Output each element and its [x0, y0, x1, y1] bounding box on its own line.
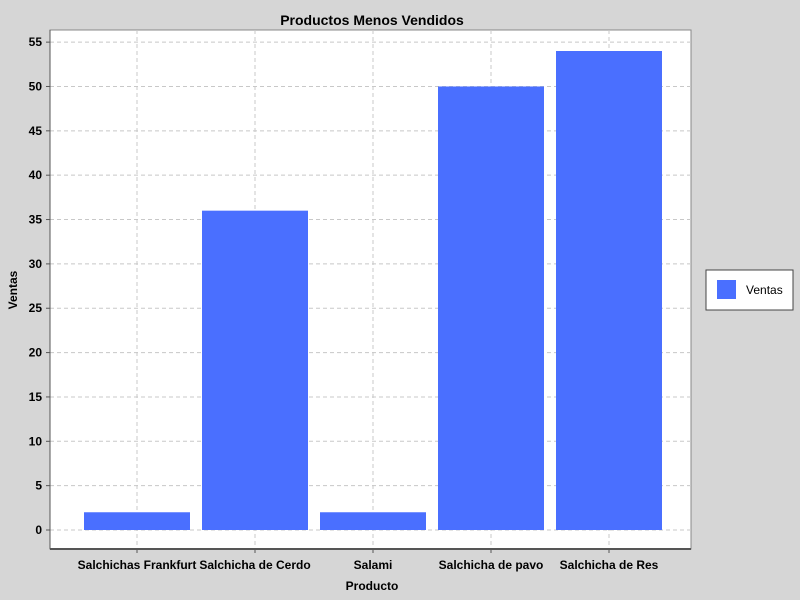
x-axis-label: Producto: [346, 579, 399, 593]
x-tick-label-4: Salchicha de Res: [560, 558, 659, 572]
y-axis: 0 5 10 15 20 25 30 35 40 45 50 55: [29, 30, 51, 549]
y-tick-label-5: 5: [35, 479, 42, 493]
legend-swatch-ventas: [717, 280, 736, 299]
y-tick-label-45: 45: [29, 124, 43, 138]
y-tick-label-30: 30: [29, 257, 43, 271]
y-tick-label-0: 0: [35, 523, 42, 537]
y-tick-label-50: 50: [29, 79, 43, 93]
bar-4: [556, 51, 662, 530]
bar-1: [202, 210, 308, 530]
chart-title: Productos Menos Vendidos: [280, 12, 464, 28]
bar-2: [320, 512, 426, 530]
y-tick-label-40: 40: [29, 168, 43, 182]
y-tick-label-35: 35: [29, 213, 43, 227]
y-tick-label-20: 20: [29, 346, 43, 360]
bars-group: [84, 51, 662, 531]
x-tick-label-3: Salchicha de pavo: [439, 558, 544, 572]
bar-3: [438, 86, 544, 531]
x-tick-label-1: Salchicha de Cerdo: [199, 558, 310, 572]
y-axis-label: Ventas: [6, 270, 20, 309]
x-tick-label-2: Salami: [354, 558, 393, 572]
y-tick-label-55: 55: [29, 35, 43, 49]
y-tick-label-25: 25: [29, 301, 43, 315]
bar-0: [84, 512, 190, 530]
y-tick-label-15: 15: [29, 390, 43, 404]
y-tick-label-10: 10: [29, 434, 43, 448]
legend: Ventas: [705, 269, 794, 311]
x-axis: Salchichas Frankfurt Salchicha de Cerdo Sa…: [50, 548, 691, 572]
legend-label-ventas: Ventas: [746, 283, 783, 297]
x-tick-label-0: Salchichas Frankfurt: [78, 558, 197, 572]
